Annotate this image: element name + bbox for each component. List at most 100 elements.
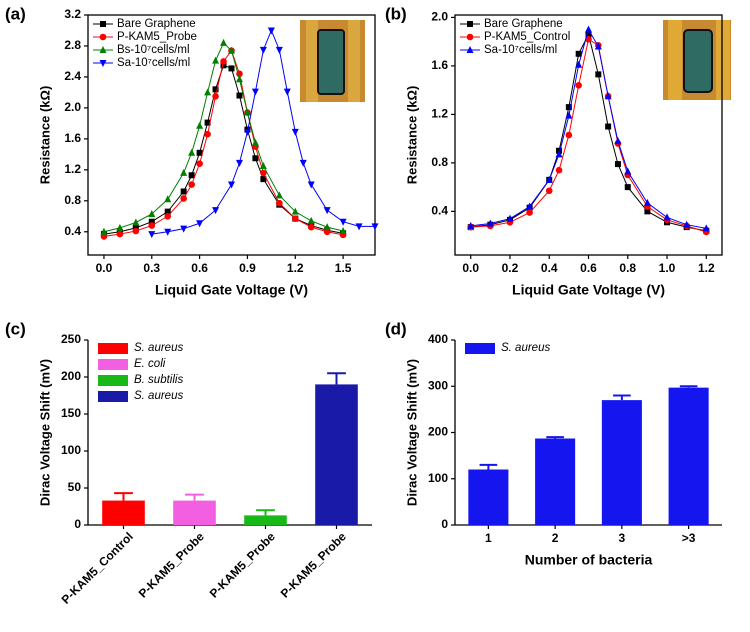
marker xyxy=(251,88,259,96)
legend-swatch xyxy=(98,343,128,354)
y-tick-label: 400 xyxy=(428,332,448,346)
marker xyxy=(212,207,220,215)
marker xyxy=(276,199,283,207)
marker xyxy=(299,159,307,167)
legend-label: S. aureus xyxy=(501,342,550,354)
marker xyxy=(259,161,267,169)
x-tick-label: 1 xyxy=(485,531,492,545)
y-tick-label: 100 xyxy=(428,471,448,485)
legend-swatch xyxy=(98,391,128,402)
marker xyxy=(116,230,124,238)
legend-label: S. aureus xyxy=(134,390,183,402)
legend-swatch xyxy=(465,343,495,354)
marker xyxy=(164,228,172,236)
marker xyxy=(663,213,671,221)
x-tick-label: 1.0 xyxy=(659,261,676,275)
marker xyxy=(196,149,203,156)
marker xyxy=(148,209,156,217)
marker xyxy=(585,31,592,38)
bar xyxy=(315,384,358,525)
x-tick-label: >3 xyxy=(682,531,696,545)
x-tick-label: 0.2 xyxy=(502,261,519,275)
legend-swatch xyxy=(98,359,128,370)
x-axis-label: Liquid Gate Voltage (V) xyxy=(512,282,665,298)
marker xyxy=(275,191,283,199)
x-tick-label: 0.0 xyxy=(96,261,113,275)
legend-label: E. coli xyxy=(134,358,166,370)
marker xyxy=(614,137,622,145)
marker xyxy=(307,181,315,189)
marker xyxy=(260,176,267,183)
marker xyxy=(526,202,534,210)
marker xyxy=(467,221,475,229)
marker xyxy=(164,195,172,203)
y-tick-label: 250 xyxy=(61,332,81,346)
panel-label: (b) xyxy=(385,4,407,23)
marker xyxy=(545,187,553,195)
marker xyxy=(196,121,204,129)
legend-label: B. subtilis xyxy=(134,374,183,386)
bar xyxy=(668,387,709,525)
legend-label: Sa-10⁷cells/ml xyxy=(117,57,190,69)
y-tick-label: 1.2 xyxy=(64,162,81,176)
legend-label: Bare Graphene xyxy=(117,18,196,30)
y-tick-label: 0.4 xyxy=(64,224,81,238)
x-tick-label: 0.6 xyxy=(580,261,597,275)
x-tick-label: 0.6 xyxy=(191,261,208,275)
plot-frame xyxy=(87,14,376,256)
y-tick-label: 300 xyxy=(428,378,448,392)
marker xyxy=(555,150,563,158)
x-tick-label: P-KAM5_Probe xyxy=(136,529,207,600)
y-tick-label: 50 xyxy=(68,480,82,494)
marker xyxy=(196,220,204,228)
bar xyxy=(244,515,287,525)
y-tick-label: 150 xyxy=(61,406,81,420)
x-axis-label: Number of bacteria xyxy=(525,552,653,568)
marker xyxy=(565,104,572,111)
y-tick-label: 0.8 xyxy=(431,155,448,169)
marker xyxy=(307,223,315,231)
x-tick-label: P-KAM5_Control xyxy=(59,529,136,606)
marker xyxy=(236,92,243,99)
marker xyxy=(164,212,172,220)
bar xyxy=(468,469,509,525)
marker xyxy=(252,155,259,162)
y-axis-label: Dirac Voltage Shift (mV) xyxy=(404,359,419,506)
marker xyxy=(188,181,195,188)
x-tick-label: 0.8 xyxy=(619,261,636,275)
marker xyxy=(605,123,612,130)
y-tick-label: 0 xyxy=(441,517,448,531)
y-tick-label: 2.0 xyxy=(431,10,448,24)
marker xyxy=(291,128,299,136)
inset-photo-b xyxy=(663,20,731,100)
marker xyxy=(235,75,243,83)
marker xyxy=(188,172,195,179)
marker xyxy=(683,220,691,228)
legend-marker xyxy=(467,21,473,27)
bar xyxy=(601,400,642,525)
marker xyxy=(180,225,188,233)
x-tick-label: 0.3 xyxy=(143,261,160,275)
marker xyxy=(643,198,651,206)
panel-label: (a) xyxy=(5,4,26,23)
y-tick-label: 0.4 xyxy=(431,204,448,218)
marker xyxy=(526,209,533,216)
x-tick-label: 2 xyxy=(552,531,559,545)
marker xyxy=(575,60,583,68)
marker xyxy=(148,231,156,239)
marker xyxy=(235,159,243,167)
legend-label: P-KAM5_Control xyxy=(484,31,570,43)
legend-label: Bare Graphene xyxy=(484,18,563,30)
marker xyxy=(148,218,155,225)
marker xyxy=(180,188,187,195)
marker xyxy=(339,227,347,234)
marker xyxy=(624,184,631,191)
x-tick-label: 0.9 xyxy=(239,261,256,275)
marker xyxy=(228,181,235,189)
marker xyxy=(259,46,267,54)
marker xyxy=(243,108,251,116)
marker xyxy=(228,46,235,54)
marker xyxy=(212,92,219,100)
marker xyxy=(644,208,651,215)
